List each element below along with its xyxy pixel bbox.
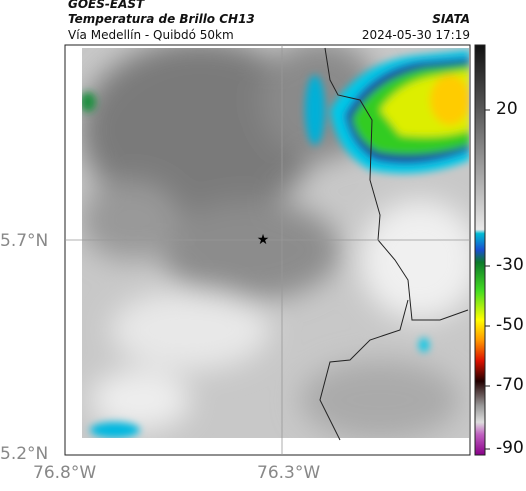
lat-label: 5.7°N (0, 231, 49, 251)
colorbar-label: -90 (496, 438, 524, 458)
satellite-field (82, 48, 469, 438)
title: Temperatura de Brillo CH13 (68, 12, 255, 26)
borders (319, 47, 469, 441)
datetime: 2024-05-30 17:19 (361, 28, 470, 42)
org: SIATA (432, 12, 470, 26)
lon-label: 76.8°W (33, 463, 97, 483)
colorbar-label: -70 (496, 375, 524, 395)
lon-label: 76.3°W (257, 463, 321, 483)
colorbar (474, 44, 486, 456)
route: Vía Medellín - Quibdó 50km (68, 28, 234, 42)
lat-label: 5.2°N (0, 444, 49, 464)
source: GOES-EAST (68, 0, 145, 11)
colorbar-label: 20 (496, 99, 518, 119)
colorbar-label: -30 (496, 255, 524, 275)
colorbar-label: -50 (496, 315, 524, 335)
colorbar-ticks (485, 109, 490, 450)
location-star: ★ (257, 232, 270, 248)
